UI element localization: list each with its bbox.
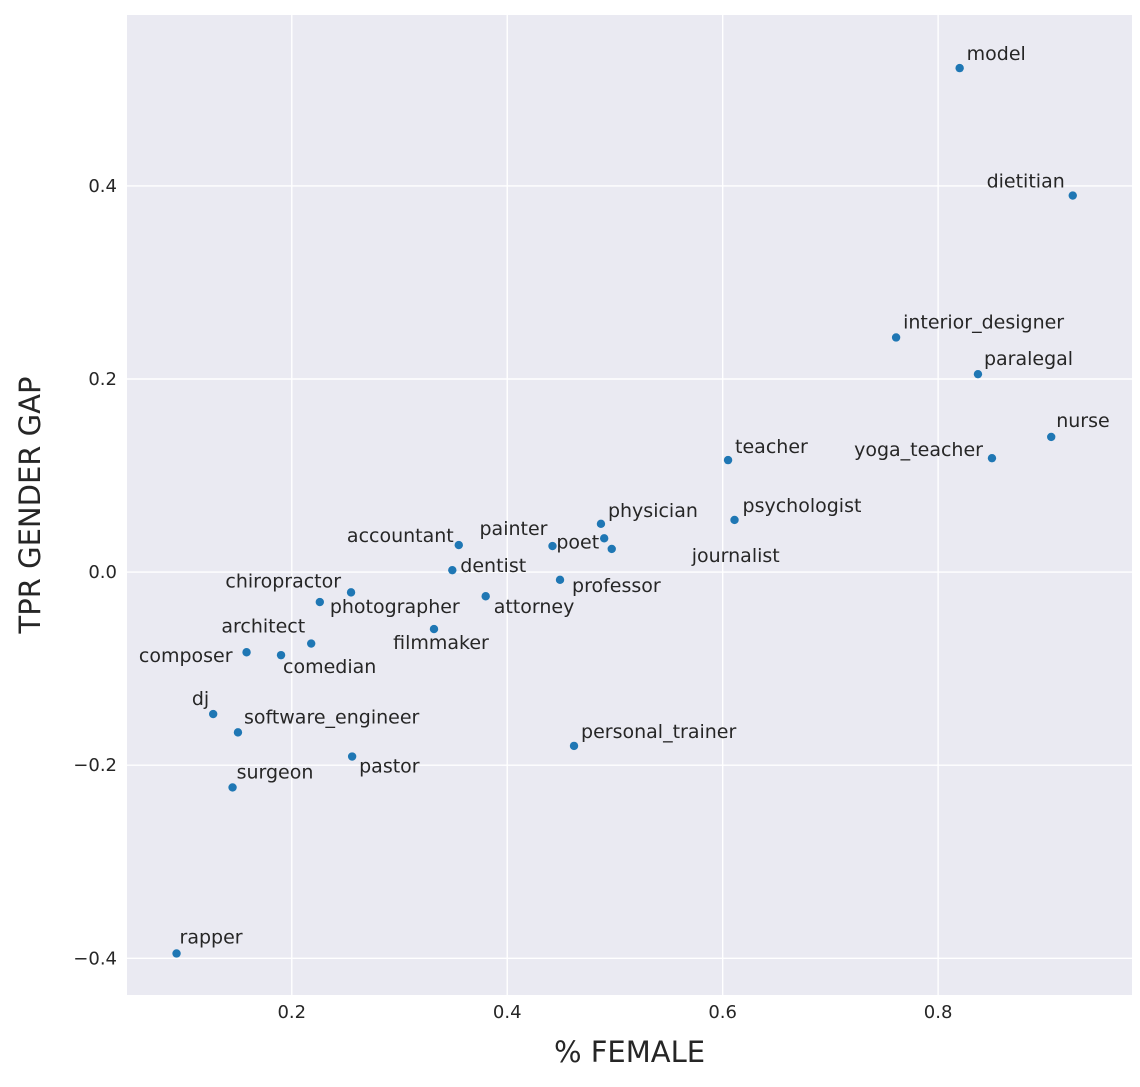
scatter-point-nurse [1047,432,1056,442]
point-label-pastor: pastor [359,756,420,778]
scatter-point-software_engineer [233,728,243,737]
scatter-point-pastor [347,752,357,761]
y-tick-label: 0.0 [88,562,117,583]
y-tick-label: 0.4 [88,176,117,197]
y-axis-label: TPR GENDER GAP [13,377,47,635]
scatter-point-professor [555,575,565,585]
y-tick-label: 0.2 [88,369,117,390]
scatter-point-accountant [454,540,463,550]
point-label-dj: dj [192,688,209,710]
y-tick-label: −0.4 [73,948,117,969]
scatter-point-dj [208,709,218,719]
point-label-nurse: nurse [1056,410,1109,432]
point-label-chiropractor: chiropractor [225,570,341,592]
point-label-accountant: accountant [347,525,454,547]
point-label-architect: architect [221,616,305,638]
scatter-point-composer [242,648,251,657]
point-label-comedian: comedian [283,656,376,678]
scatter-point-photographer [315,597,325,607]
point-label-journalist: journalist [691,545,780,567]
point-label-composer: composer [139,645,233,667]
scatter-point-attorney [481,592,490,601]
point-label-psychologist: psychologist [743,495,862,517]
scatter-point-chiropractor [346,588,356,597]
point-label-interior_designer: interior_designer [903,311,1064,333]
point-label-teacher: teacher [735,436,808,458]
x-tick-label: 0.2 [277,1002,306,1023]
x-tick-label: 0.4 [493,1002,522,1023]
x-tick-label: 0.6 [708,1002,737,1023]
point-label-paralegal: paralegal [984,348,1073,370]
scatter-point-model [955,63,964,73]
point-label-filmmaker: filmmaker [393,632,489,654]
scatter-point-teacher [723,455,733,465]
point-label-surgeon: surgeon [237,761,314,783]
scatter-point-interior_designer [891,333,901,342]
scatter-point-rapper [172,949,181,958]
point-label-photographer: photographer [330,596,460,618]
scatter-point-surgeon [228,783,237,792]
scatter-point-dentist [448,565,457,575]
point-label-dietitian: dietitian [987,171,1065,193]
scatter-point-dietitian [1068,191,1077,200]
x-tick-label: 0.8 [924,1002,953,1023]
scatter-point-poet [599,534,609,543]
point-label-rapper: rapper [180,926,243,948]
scatter-point-comedian [276,650,286,660]
point-label-personal_trainer: personal_trainer [581,721,736,743]
point-label-professor: professor [572,575,661,597]
plot-area [127,15,1132,995]
scatter-point-journalist [607,544,616,554]
scatter-point-painter [548,541,557,551]
scatter-point-paralegal [973,369,983,379]
point-label-model: model [967,43,1026,65]
y-tick-label: −0.2 [73,755,117,776]
scatter-point-architect [306,639,316,648]
point-label-software_engineer: software_engineer [244,706,420,728]
point-label-physician: physician [608,500,698,522]
x-axis-label: % FEMALE [554,1035,705,1069]
point-label-painter: painter [479,518,547,540]
scatter-point-personal_trainer [569,741,579,751]
point-label-dentist: dentist [460,555,526,577]
point-label-attorney: attorney [494,596,575,618]
scatter-point-yoga_teacher [987,453,997,463]
scatter-point-filmmaker [429,624,439,634]
point-label-poet: poet [556,531,599,553]
scatter-point-physician [596,519,606,529]
point-label-yoga_teacher: yoga_teacher [854,439,983,461]
scatter-point-psychologist [730,515,739,525]
